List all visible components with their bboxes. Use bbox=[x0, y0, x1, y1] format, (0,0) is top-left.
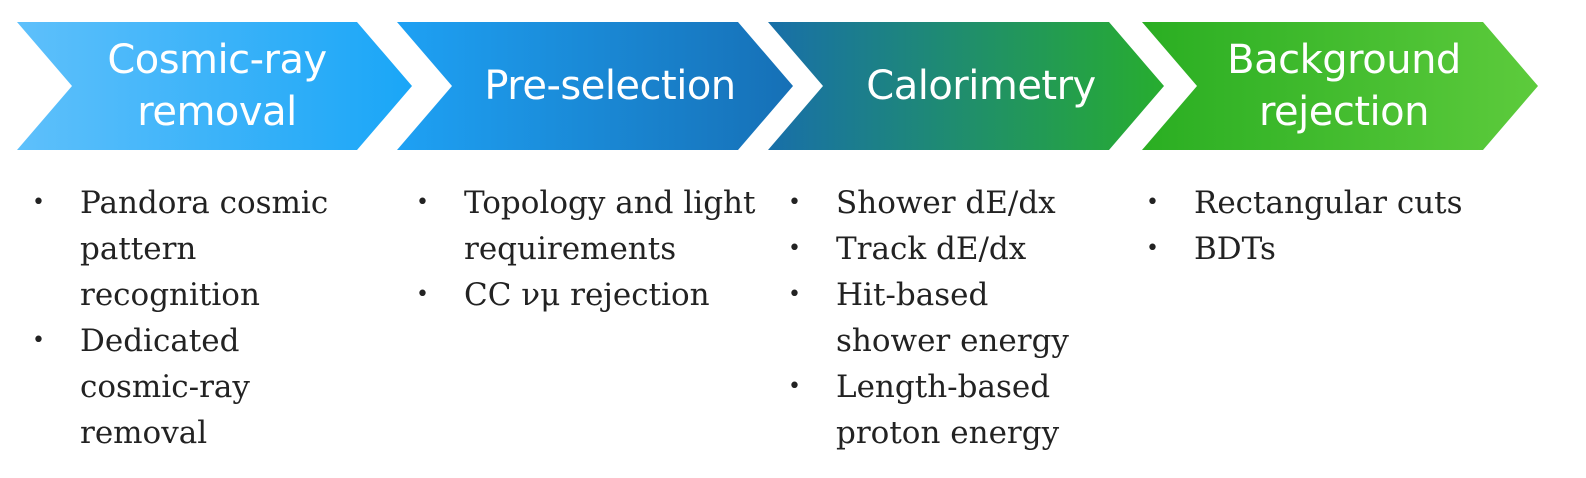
stage-1-title-line-1: Cosmic-ray bbox=[107, 37, 327, 83]
stage-4-bullet-list: • Rectangular cuts • BDTs bbox=[1146, 180, 1486, 272]
bullet-item: • Shower dE/dx bbox=[788, 180, 1088, 226]
bullet-dot: • bbox=[1146, 190, 1159, 215]
bullet-item: • Dedicated cosmic-ray removal bbox=[32, 318, 362, 456]
stage-4-chevron bbox=[1142, 22, 1538, 150]
bullet-dot: • bbox=[788, 236, 801, 261]
bullet-dot: • bbox=[1146, 236, 1159, 261]
stage-2-title: Pre-selection bbox=[452, 20, 768, 152]
stage-2-bullet-list: • Topology and light requirements • CC ν… bbox=[416, 180, 756, 318]
stage-3-title-line-1: Calorimetry bbox=[866, 63, 1096, 109]
stage-2-title-line-1: Pre-selection bbox=[484, 63, 736, 109]
bullet-dot: • bbox=[416, 190, 429, 215]
bullet-dot: • bbox=[788, 190, 801, 215]
bullet-item: • Rectangular cuts bbox=[1146, 180, 1486, 226]
stage-4-title-line-2: rejection bbox=[1258, 89, 1430, 135]
bullet-dot: • bbox=[788, 282, 801, 307]
stage-1-bullet-list: • Pandora cosmic pattern recognition • D… bbox=[32, 180, 362, 456]
bullet-text: Rectangular cuts bbox=[1194, 185, 1463, 221]
bullet-item: • Hit-based shower energy bbox=[788, 272, 1088, 364]
bullet-item: • BDTs bbox=[1146, 226, 1486, 272]
stage-4-title: Background rejection bbox=[1197, 20, 1491, 152]
stage-1-title: Cosmic-ray removal bbox=[72, 20, 362, 152]
stage-4-title-line-1: Background bbox=[1227, 37, 1461, 83]
bullet-item: • Topology and light requirements bbox=[416, 180, 756, 272]
bullet-dot: • bbox=[32, 328, 45, 353]
bullet-item: • Track dE/dx bbox=[788, 226, 1088, 272]
bullet-text: BDTs bbox=[1194, 231, 1276, 267]
bullet-dot: • bbox=[788, 374, 801, 399]
stage-2-chevron bbox=[397, 22, 793, 150]
bullet-item: • CC νμ rejection bbox=[416, 272, 756, 318]
bullet-dot: • bbox=[416, 282, 429, 307]
bullet-text: Shower dE/dx bbox=[836, 185, 1056, 221]
bullet-dot: • bbox=[32, 190, 45, 215]
bullet-text: Pandora cosmic pattern recognition bbox=[80, 185, 329, 313]
bullet-text: Hit-based shower energy bbox=[836, 277, 1069, 359]
stage-1-chevron bbox=[17, 22, 412, 150]
bullet-text: Dedicated cosmic-ray removal bbox=[80, 323, 250, 451]
bullet-text: Track dE/dx bbox=[836, 231, 1027, 267]
bullet-text: Topology and light requirements bbox=[464, 185, 756, 267]
stage-3-chevron bbox=[768, 22, 1164, 150]
bullet-item: • Length-based proton energy bbox=[788, 364, 1088, 456]
bullet-item: • Pandora cosmic pattern recognition bbox=[32, 180, 362, 318]
bullet-text: CC νμ rejection bbox=[464, 277, 710, 313]
bullet-text: Length-based proton energy bbox=[836, 369, 1060, 451]
stage-1-title-line-2: removal bbox=[137, 89, 297, 135]
stage-3-bullet-list: • Shower dE/dx • Track dE/dx • Hit-based… bbox=[788, 180, 1088, 456]
stage-3-title: Calorimetry bbox=[823, 20, 1139, 152]
